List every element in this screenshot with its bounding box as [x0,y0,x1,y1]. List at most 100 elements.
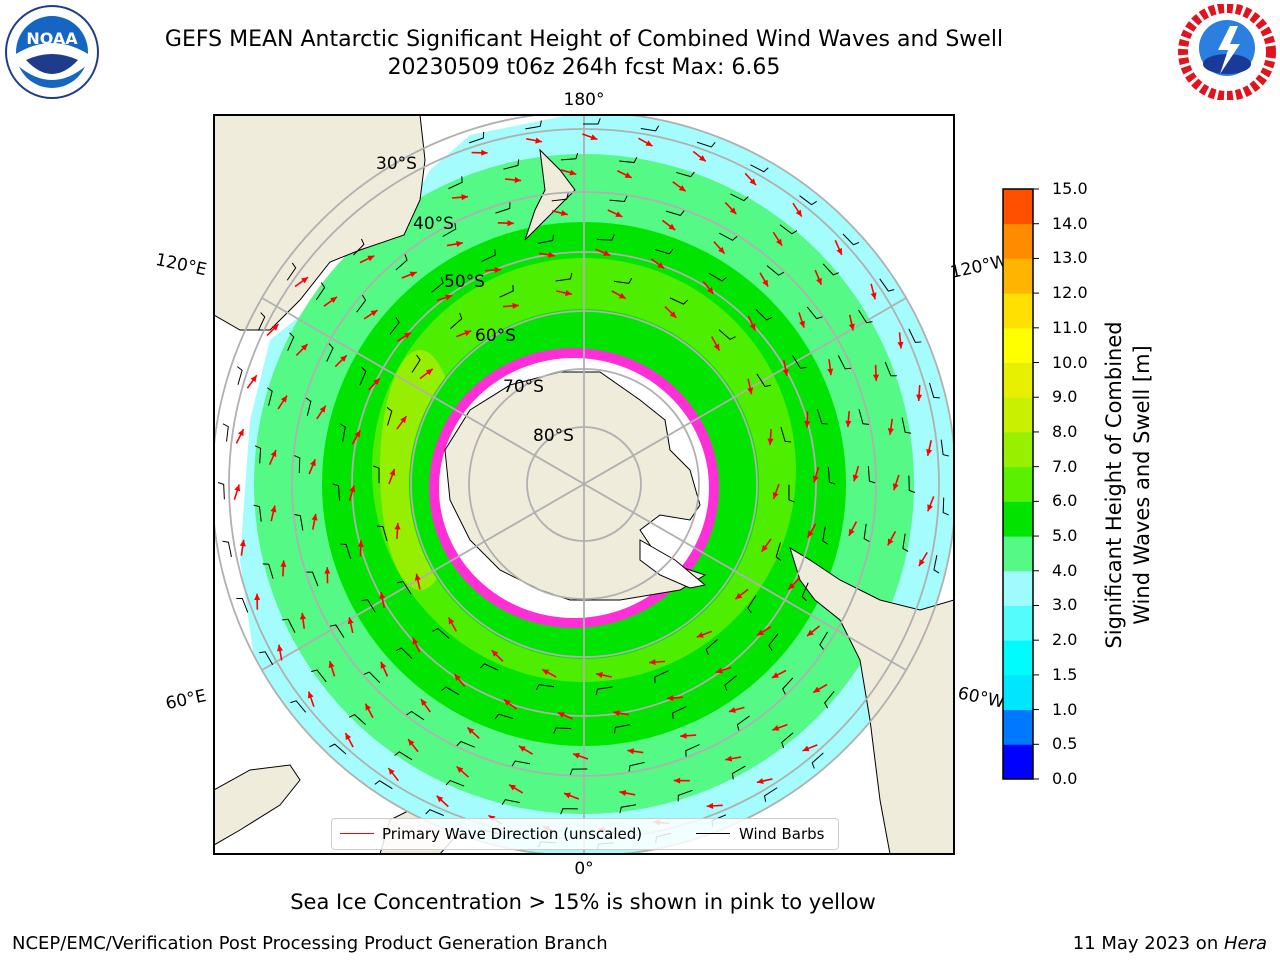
wind-barb [525,120,542,130]
wave-arrow-head [271,324,279,331]
wind-barb [613,277,633,284]
wave-arrow-head [254,593,261,601]
wind-barb [553,727,572,734]
wave-arrow-head [354,430,361,438]
noaa-logo-text: NOAA [26,29,78,48]
map-frame [213,114,955,855]
wind-barb [879,278,895,292]
wave-arrow-head [277,644,283,652]
wind-barb [359,366,367,386]
lat-label-70s: 70°S [503,377,544,397]
wave-arrow-head [699,155,706,162]
wave-arrow-head [448,617,455,625]
wave-arrow-head [757,629,765,636]
wind-barb [326,343,334,362]
wind-barb [286,262,297,281]
wind-barb [763,787,778,802]
lat-label-40s: 40°S [413,214,454,234]
wave-arrow-head [807,629,814,637]
wave-arrow-head [926,448,933,456]
wind-barb [290,700,307,713]
colorbar-tick-label: 0.5 [1052,734,1078,754]
wave-arrow-head [848,323,855,331]
wave-arrow-head [330,296,337,304]
wave-arrow-head [649,659,656,666]
wave-arrow-head [771,672,779,678]
wind-barb [822,263,840,276]
wind-barb [837,355,852,370]
colorbar-segment [1003,362,1033,398]
wave-arrow-head [715,667,723,674]
wind-barb [676,171,695,178]
wind-barb [863,523,870,543]
colorbar-tick-label: 8.0 [1052,421,1078,441]
wave-arrow-head [349,485,356,493]
wind-barb [858,409,869,425]
colorbar-tick-label: 2.0 [1052,630,1078,650]
wind-barb [315,282,326,301]
wave-arrow-head [887,538,894,546]
wind-barb [933,555,940,574]
wind-barb [901,417,912,434]
wave-arrow-head [347,617,354,625]
wave-arrow-head [887,428,894,435]
wave-arrow-head [454,674,461,681]
wind-barb [537,234,555,244]
wave-arrow-head [645,140,653,147]
wave-arrow-head [666,694,674,702]
wind-barb [282,618,296,633]
wave-arrow-head [767,438,774,446]
wave-arrow-head [380,661,387,669]
wind-barb [254,445,262,464]
wave-arrow-head [409,271,417,278]
wind-barb [329,743,347,755]
wave-arrow-head [590,134,598,141]
wind-barb [799,195,817,206]
wind-barb [535,684,555,691]
wind-barb [731,765,746,780]
colorbar-tick-label: 1.0 [1052,699,1078,719]
colorbar-segment [1003,293,1033,329]
lon-label-60e: 60°E [164,686,208,714]
wind-barb [750,164,769,173]
colorbar-label: Significant Height of Combined Wind Wave… [1102,321,1154,649]
wave-arrow-head [596,672,603,678]
noaa-logo: NOAA [5,5,99,99]
wave-arrow-head [627,748,635,755]
primary-wave-legend-swatch [340,833,374,834]
wind-barb [339,423,346,442]
colorbar-segment [1003,258,1033,294]
wind-barb [654,248,674,255]
colorbar-tick-label: 15.0 [1052,179,1088,198]
colorbar-tick-label: 1.5 [1052,664,1078,684]
wind-barb [361,599,376,613]
wave-arrow-head [300,344,308,351]
wind-barb [329,624,345,638]
wave-arrow-head [678,185,686,192]
wave-arrow-head [408,739,415,746]
wave-arrow-head [696,631,704,638]
wave-arrow-head [892,483,899,491]
wave-arrow-head [870,292,877,300]
wave-arrow-head [425,368,433,376]
colorbar-segment [1003,674,1033,711]
wave-arrow-head [414,573,421,581]
wave-arrow-head [389,468,396,476]
wind-barb [736,715,750,731]
wave-arrow-head [412,637,419,645]
lat-label-60s: 60°S [475,326,516,346]
wave-arrow-head [572,752,580,759]
wind-barb [479,663,499,671]
wind-barb [311,669,327,683]
wind-barb [942,497,949,516]
wind-barb [287,332,295,351]
wave-arrow-head [927,504,933,512]
wave-arrow-head [729,207,737,215]
wind-barb [781,732,794,749]
wind-barb [448,176,463,190]
wind-barb [294,455,301,473]
wave-arrow-head [301,277,309,284]
wind-barb [788,484,795,503]
wave-arrow-head [548,251,555,258]
